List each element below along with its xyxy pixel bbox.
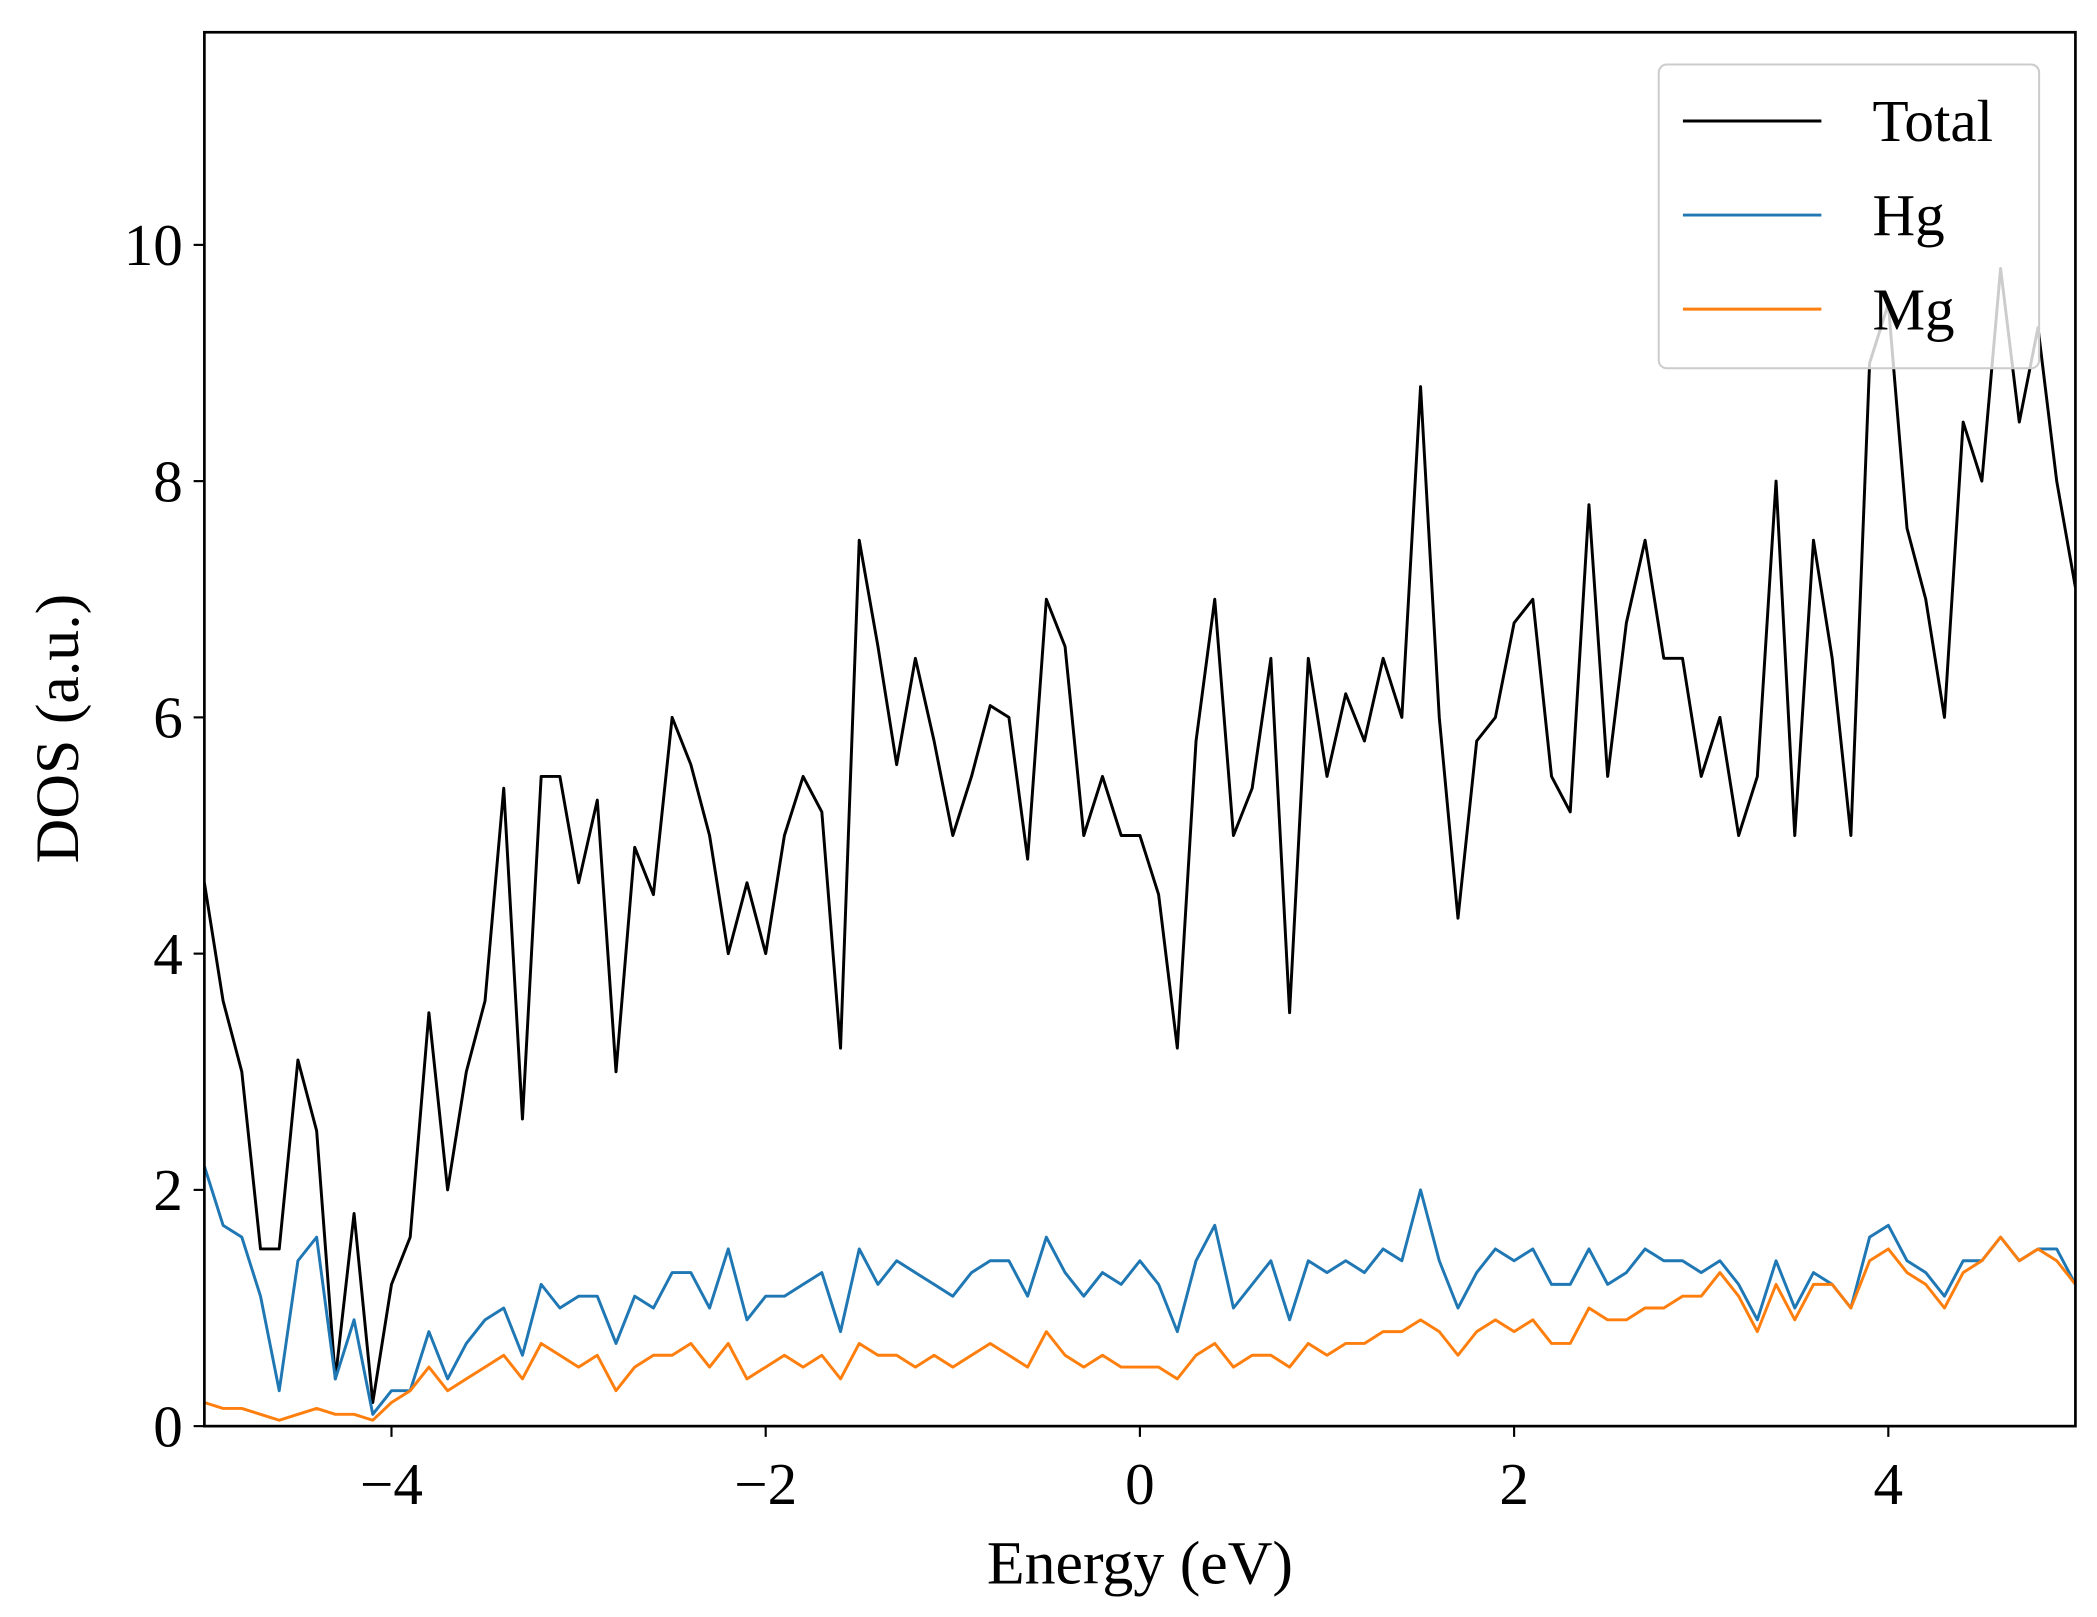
x-axis-label: Energy (eV) [987,1529,1293,1597]
legend-label: Total [1872,88,1993,154]
legend-label: Mg [1872,276,1954,342]
y-tick-label: 10 [124,212,183,278]
y-tick-label: 8 [153,448,183,514]
y-tick-label: 4 [153,921,183,987]
x-tick-label: 4 [1874,1451,1904,1517]
series-line [204,1165,2076,1416]
series-line [204,267,2076,1404]
y-axis-label: DOS (a.u.) [24,594,92,864]
y-tick-label: 2 [153,1157,183,1223]
legend-label: Hg [1872,182,1944,248]
x-tick-label: −2 [734,1451,797,1517]
y-tick-label: 6 [153,685,183,751]
series-line [204,1235,2076,1422]
x-tick-label: 2 [1499,1451,1529,1517]
legend-box [1657,63,2041,370]
x-tick-label: −4 [360,1451,423,1517]
x-tick-label: 0 [1125,1451,1155,1517]
y-tick-label: 0 [153,1393,183,1459]
